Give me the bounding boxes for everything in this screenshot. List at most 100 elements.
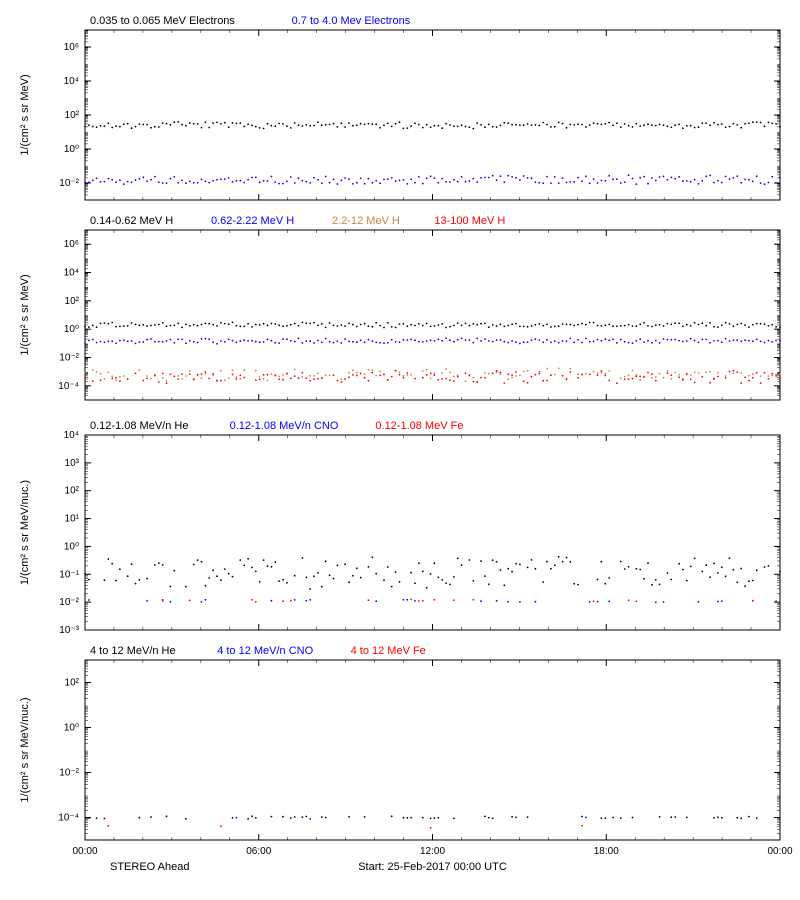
- data-point: [476, 181, 478, 183]
- data-point: [92, 325, 94, 327]
- data-series: [107, 825, 582, 829]
- data-point: [608, 370, 610, 372]
- data-point: [228, 573, 230, 575]
- data-point: [690, 325, 692, 327]
- data-point: [519, 343, 521, 345]
- panel-title: 4 to 12 MeV/n He: [90, 645, 176, 657]
- data-point: [733, 370, 735, 372]
- data-point: [201, 324, 203, 326]
- data-point: [88, 817, 90, 819]
- data-point: [403, 323, 405, 325]
- data-point: [729, 340, 731, 342]
- data-point: [628, 125, 630, 127]
- data-point: [115, 377, 117, 379]
- data-point: [170, 373, 172, 375]
- data-point: [333, 123, 335, 125]
- data-point: [313, 342, 315, 344]
- data-point: [484, 323, 486, 325]
- data-point: [356, 375, 358, 377]
- data-point: [135, 372, 137, 374]
- data-point: [484, 575, 486, 577]
- data-point: [403, 599, 405, 601]
- data-point: [500, 569, 502, 571]
- data-point: [445, 123, 447, 125]
- data-point: [162, 341, 164, 343]
- data-point: [569, 324, 571, 326]
- data-point: [88, 124, 90, 126]
- data-point: [608, 175, 610, 177]
- data-point: [216, 179, 218, 181]
- data-point: [554, 326, 556, 328]
- data-point: [667, 372, 669, 374]
- data-point: [768, 378, 770, 380]
- data-point: [601, 124, 603, 126]
- data-point: [624, 341, 626, 343]
- data-point: [406, 817, 408, 819]
- data-point: [364, 377, 366, 379]
- data-point: [220, 370, 222, 372]
- data-point: [550, 326, 552, 328]
- data-point: [274, 561, 276, 563]
- data-point: [146, 378, 148, 380]
- data-point: [104, 341, 106, 343]
- yaxis-label: 1/(cm² s sr MeV): [19, 274, 31, 355]
- data-point: [678, 340, 680, 342]
- data-point: [96, 817, 98, 819]
- data-point: [224, 122, 226, 124]
- data-point: [434, 372, 436, 374]
- data-point: [364, 124, 366, 126]
- data-point: [566, 340, 568, 342]
- data-point: [717, 572, 719, 574]
- data-point: [694, 382, 696, 384]
- data-point: [515, 177, 517, 179]
- data-point: [197, 325, 199, 327]
- data-point: [170, 586, 172, 588]
- data-point: [581, 342, 583, 344]
- data-point: [721, 182, 723, 184]
- data-point: [220, 380, 222, 382]
- data-point: [290, 600, 292, 602]
- data-point: [515, 323, 517, 325]
- data-point: [453, 325, 455, 327]
- data-point: [635, 568, 637, 570]
- data-point: [690, 374, 692, 376]
- data-point: [604, 375, 606, 377]
- data-point: [344, 338, 346, 340]
- data-point: [111, 340, 113, 342]
- data-point: [643, 578, 645, 580]
- data-point: [100, 181, 102, 183]
- data-point: [686, 580, 688, 582]
- data-point: [92, 126, 94, 128]
- data-point: [298, 325, 300, 327]
- data-point: [488, 373, 490, 375]
- data-point: [752, 373, 754, 375]
- data-point: [604, 324, 606, 326]
- data-point: [670, 177, 672, 179]
- data-point: [259, 581, 261, 583]
- data-point: [736, 371, 738, 373]
- data-point: [305, 377, 307, 379]
- data-point: [104, 579, 106, 581]
- data-point: [736, 175, 738, 177]
- data-point: [678, 322, 680, 324]
- data-point: [251, 340, 253, 342]
- data-point: [667, 323, 669, 325]
- data-point: [309, 340, 311, 342]
- data-point: [414, 378, 416, 380]
- data-point: [286, 582, 288, 584]
- data-point: [321, 182, 323, 184]
- data-point: [604, 123, 606, 125]
- data-point: [426, 323, 428, 325]
- data-point: [500, 175, 502, 177]
- data-point: [659, 373, 661, 375]
- data-point: [593, 178, 595, 180]
- data-point: [686, 817, 688, 819]
- data-point: [480, 560, 482, 562]
- data-point: [523, 341, 525, 343]
- data-point: [406, 183, 408, 185]
- data-point: [469, 559, 471, 561]
- data-point: [185, 375, 187, 377]
- data-point: [364, 341, 366, 343]
- data-point: [305, 340, 307, 342]
- data-point: [115, 181, 117, 183]
